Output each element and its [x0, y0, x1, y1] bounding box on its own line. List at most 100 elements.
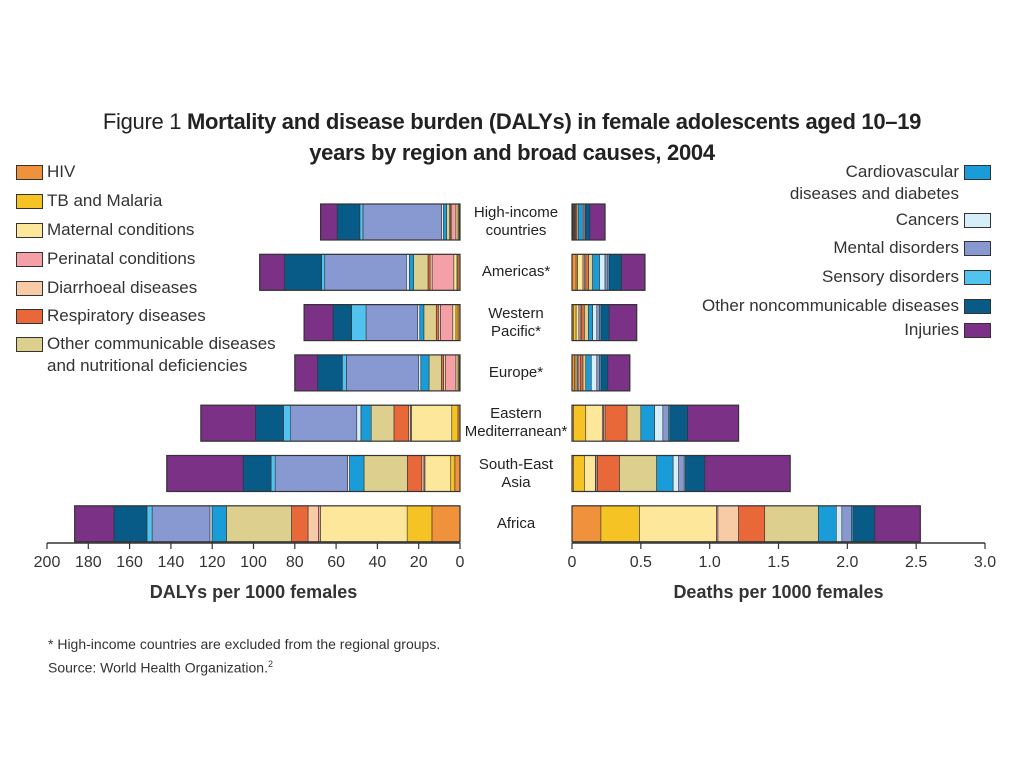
bar-segment	[356, 404, 362, 442]
bar-segment	[424, 455, 452, 492]
bar-segment	[413, 254, 429, 291]
bar-segment	[431, 505, 461, 543]
bar-segment	[347, 455, 350, 492]
bar-segment	[571, 505, 602, 543]
bar-segment	[255, 404, 284, 442]
category-label: Europe*	[488, 363, 544, 381]
bar-segment	[669, 404, 688, 442]
bar-segment	[717, 505, 739, 543]
bar-segment	[427, 254, 431, 291]
category-label: Africa	[496, 514, 536, 532]
bar-segment	[585, 203, 591, 241]
bar-outline	[166, 454, 461, 493]
bar-segment	[226, 505, 292, 543]
legend-label: Maternal conditions	[47, 220, 195, 239]
bar-segment	[346, 354, 419, 392]
bar-segment	[209, 505, 213, 543]
bar-segment	[704, 455, 791, 492]
bar-segment	[317, 354, 343, 392]
bar-segment	[577, 254, 584, 291]
bar-segment	[74, 505, 115, 543]
bar-segment	[836, 505, 843, 543]
legend-swatch	[16, 194, 43, 209]
legend-swatch	[16, 309, 43, 324]
bar-segment	[303, 304, 334, 341]
bar-segment	[336, 203, 361, 241]
bar-segment	[852, 505, 876, 543]
legend-swatch	[16, 165, 43, 180]
title-text: Mortality and disease burden (DALYs) in …	[187, 109, 922, 165]
category-label: Western Pacific*	[488, 304, 544, 340]
bar-segment	[428, 354, 442, 392]
bar-segment	[589, 203, 606, 241]
x-tick-label: 180	[75, 554, 102, 571]
bar-segment	[585, 354, 592, 392]
bar-segment	[318, 505, 321, 543]
bar-segment	[581, 304, 585, 341]
bar-segment	[351, 304, 367, 341]
category-label: Americas*	[481, 263, 551, 281]
bar-outline	[571, 253, 646, 291]
legend-swatch	[964, 270, 991, 285]
x-tick-label: 2.5	[905, 554, 927, 571]
bar-segment	[363, 455, 408, 492]
bar-segment	[599, 254, 606, 291]
bar-segment	[370, 404, 395, 442]
legend-label: Respiratory diseases	[47, 306, 206, 325]
bar-segment	[151, 505, 211, 543]
bar-segment	[584, 304, 589, 341]
legend-swatch	[16, 252, 43, 267]
bar-segment	[577, 203, 583, 241]
bar-segment	[274, 455, 348, 492]
bar-segment	[421, 455, 425, 492]
bar-segment	[445, 354, 457, 392]
bar-segment	[113, 505, 148, 543]
legend-label: TB and Malaria	[47, 191, 163, 210]
x-axis-label: Deaths per 1000 females	[673, 582, 883, 602]
bar-segment	[600, 505, 640, 543]
bar-segment	[592, 254, 600, 291]
bar-segment	[443, 203, 447, 241]
bar-segment	[166, 455, 244, 492]
bar-segment	[640, 404, 655, 442]
bar-outline	[571, 404, 740, 442]
bar-segment	[259, 254, 285, 291]
bar-segment	[608, 254, 622, 291]
bar-segment	[270, 455, 276, 492]
bar-segment	[588, 304, 593, 341]
bar-segment	[320, 505, 408, 543]
bar-segment	[291, 505, 309, 543]
legend-label: Mental disorders	[833, 238, 959, 257]
bar-segment	[406, 505, 433, 543]
bar-segment	[443, 354, 446, 392]
x-tick-label: 0.5	[630, 554, 652, 571]
bar-segment	[362, 203, 442, 241]
legend-label: Other noncommunicable diseases	[701, 296, 959, 315]
bar-segment	[435, 304, 439, 341]
x-tick-label: 1.5	[767, 554, 789, 571]
bar-segment	[284, 254, 322, 291]
bar-segment	[600, 304, 610, 341]
bar-segment	[584, 455, 596, 492]
bar-segment	[332, 304, 352, 341]
bar-segment	[590, 354, 598, 392]
legend-swatch	[964, 213, 991, 228]
legend-swatch	[964, 241, 991, 256]
figure-title: Figure 1 Mortality and disease burden (D…	[102, 106, 922, 168]
bar-segment	[738, 505, 766, 543]
category-label: Eastern Mediterranean*	[464, 405, 568, 441]
bar-segment	[365, 304, 418, 341]
x-tick-label: 140	[158, 554, 185, 571]
bar-segment	[450, 455, 456, 492]
bar-outline	[571, 505, 921, 543]
legend-label: Injuries	[904, 320, 959, 339]
bar-segment	[818, 505, 837, 543]
bar-segment	[341, 354, 347, 392]
bar-segment	[420, 354, 430, 392]
bar-segment	[200, 404, 256, 442]
x-tick-label: 2.0	[836, 554, 858, 571]
bar-segment	[687, 404, 739, 442]
x-tick-label: 0	[456, 554, 465, 571]
bar-segment	[431, 254, 455, 291]
